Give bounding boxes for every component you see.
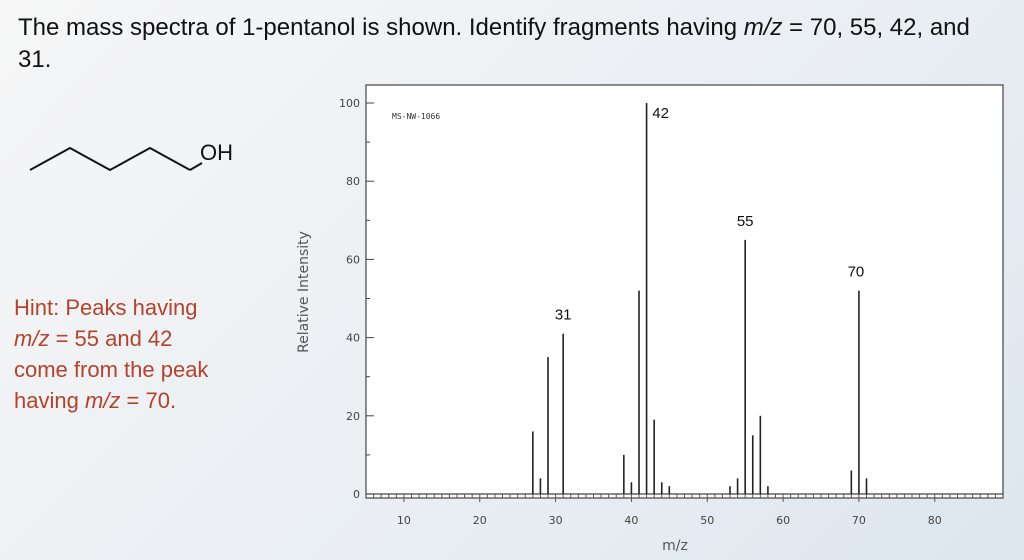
peaks xyxy=(532,103,868,494)
question-part2: = 70, 55, 42, and 31. xyxy=(18,14,970,73)
hint-text: Hint: Peaks having m/z = 55 and 42 come … xyxy=(14,292,274,416)
y-tick-label: 20 xyxy=(346,410,360,423)
hint-line-2-text: = 55 and 42 xyxy=(49,326,173,351)
hydroxyl-label: OH xyxy=(200,140,233,165)
hint-line-4a: having xyxy=(14,388,85,413)
peak-label-42: 42 xyxy=(652,105,669,122)
hint-mz-1: m/z xyxy=(14,326,50,351)
x-tick-label: 60 xyxy=(776,514,790,527)
peak-label-31: 31 xyxy=(555,307,572,324)
x-tick-label: 80 xyxy=(928,514,942,527)
y-tick-label: 40 xyxy=(346,332,360,345)
spectrum-watermark: MS-NW-1066 xyxy=(392,112,440,121)
question-mz: m/z xyxy=(743,14,783,41)
hint-line-4: having m/z = 70. xyxy=(14,385,274,416)
y-tick-label: 0 xyxy=(353,488,360,501)
hint-line-3: come from the peak xyxy=(14,357,209,382)
x-tick-label: 10 xyxy=(397,514,411,527)
question-part1: The mass spectra of 1-pentanol is shown.… xyxy=(18,14,744,41)
question-text: The mass spectra of 1-pentanol is shown.… xyxy=(18,12,1008,76)
x-axis: 10 20 30 40 50 60 70 80 xyxy=(365,493,1004,527)
carbon-chain xyxy=(29,146,191,172)
x-axis-title: m/z xyxy=(662,538,688,554)
y-tick-label: 80 xyxy=(346,175,360,188)
plot-area xyxy=(365,84,1004,499)
y-tick-label: 60 xyxy=(346,253,360,266)
pentanol-structure: OH xyxy=(29,140,233,172)
c-o-bond xyxy=(189,162,203,171)
peak-annotations: 42 55 70 31 xyxy=(555,105,864,324)
x-tick-label: 40 xyxy=(624,514,638,527)
hint-line-4b: = 70. xyxy=(120,388,177,413)
x-tick-label: 50 xyxy=(700,514,714,527)
peak-label-55: 55 xyxy=(737,213,754,230)
x-tick-label: 70 xyxy=(852,514,866,527)
y-tick-label: 100 xyxy=(339,97,360,110)
peak-label-70: 70 xyxy=(848,264,865,281)
hint-mz-2: m/z xyxy=(84,388,121,413)
x-tick-label: 30 xyxy=(549,514,563,527)
y-axis-title: Relative Intensity xyxy=(296,231,312,353)
x-tick-label: 20 xyxy=(473,514,487,527)
hint-line-2: m/z = 55 and 42 xyxy=(14,323,274,354)
hint-line-1: Hint: Peaks having xyxy=(14,295,198,320)
